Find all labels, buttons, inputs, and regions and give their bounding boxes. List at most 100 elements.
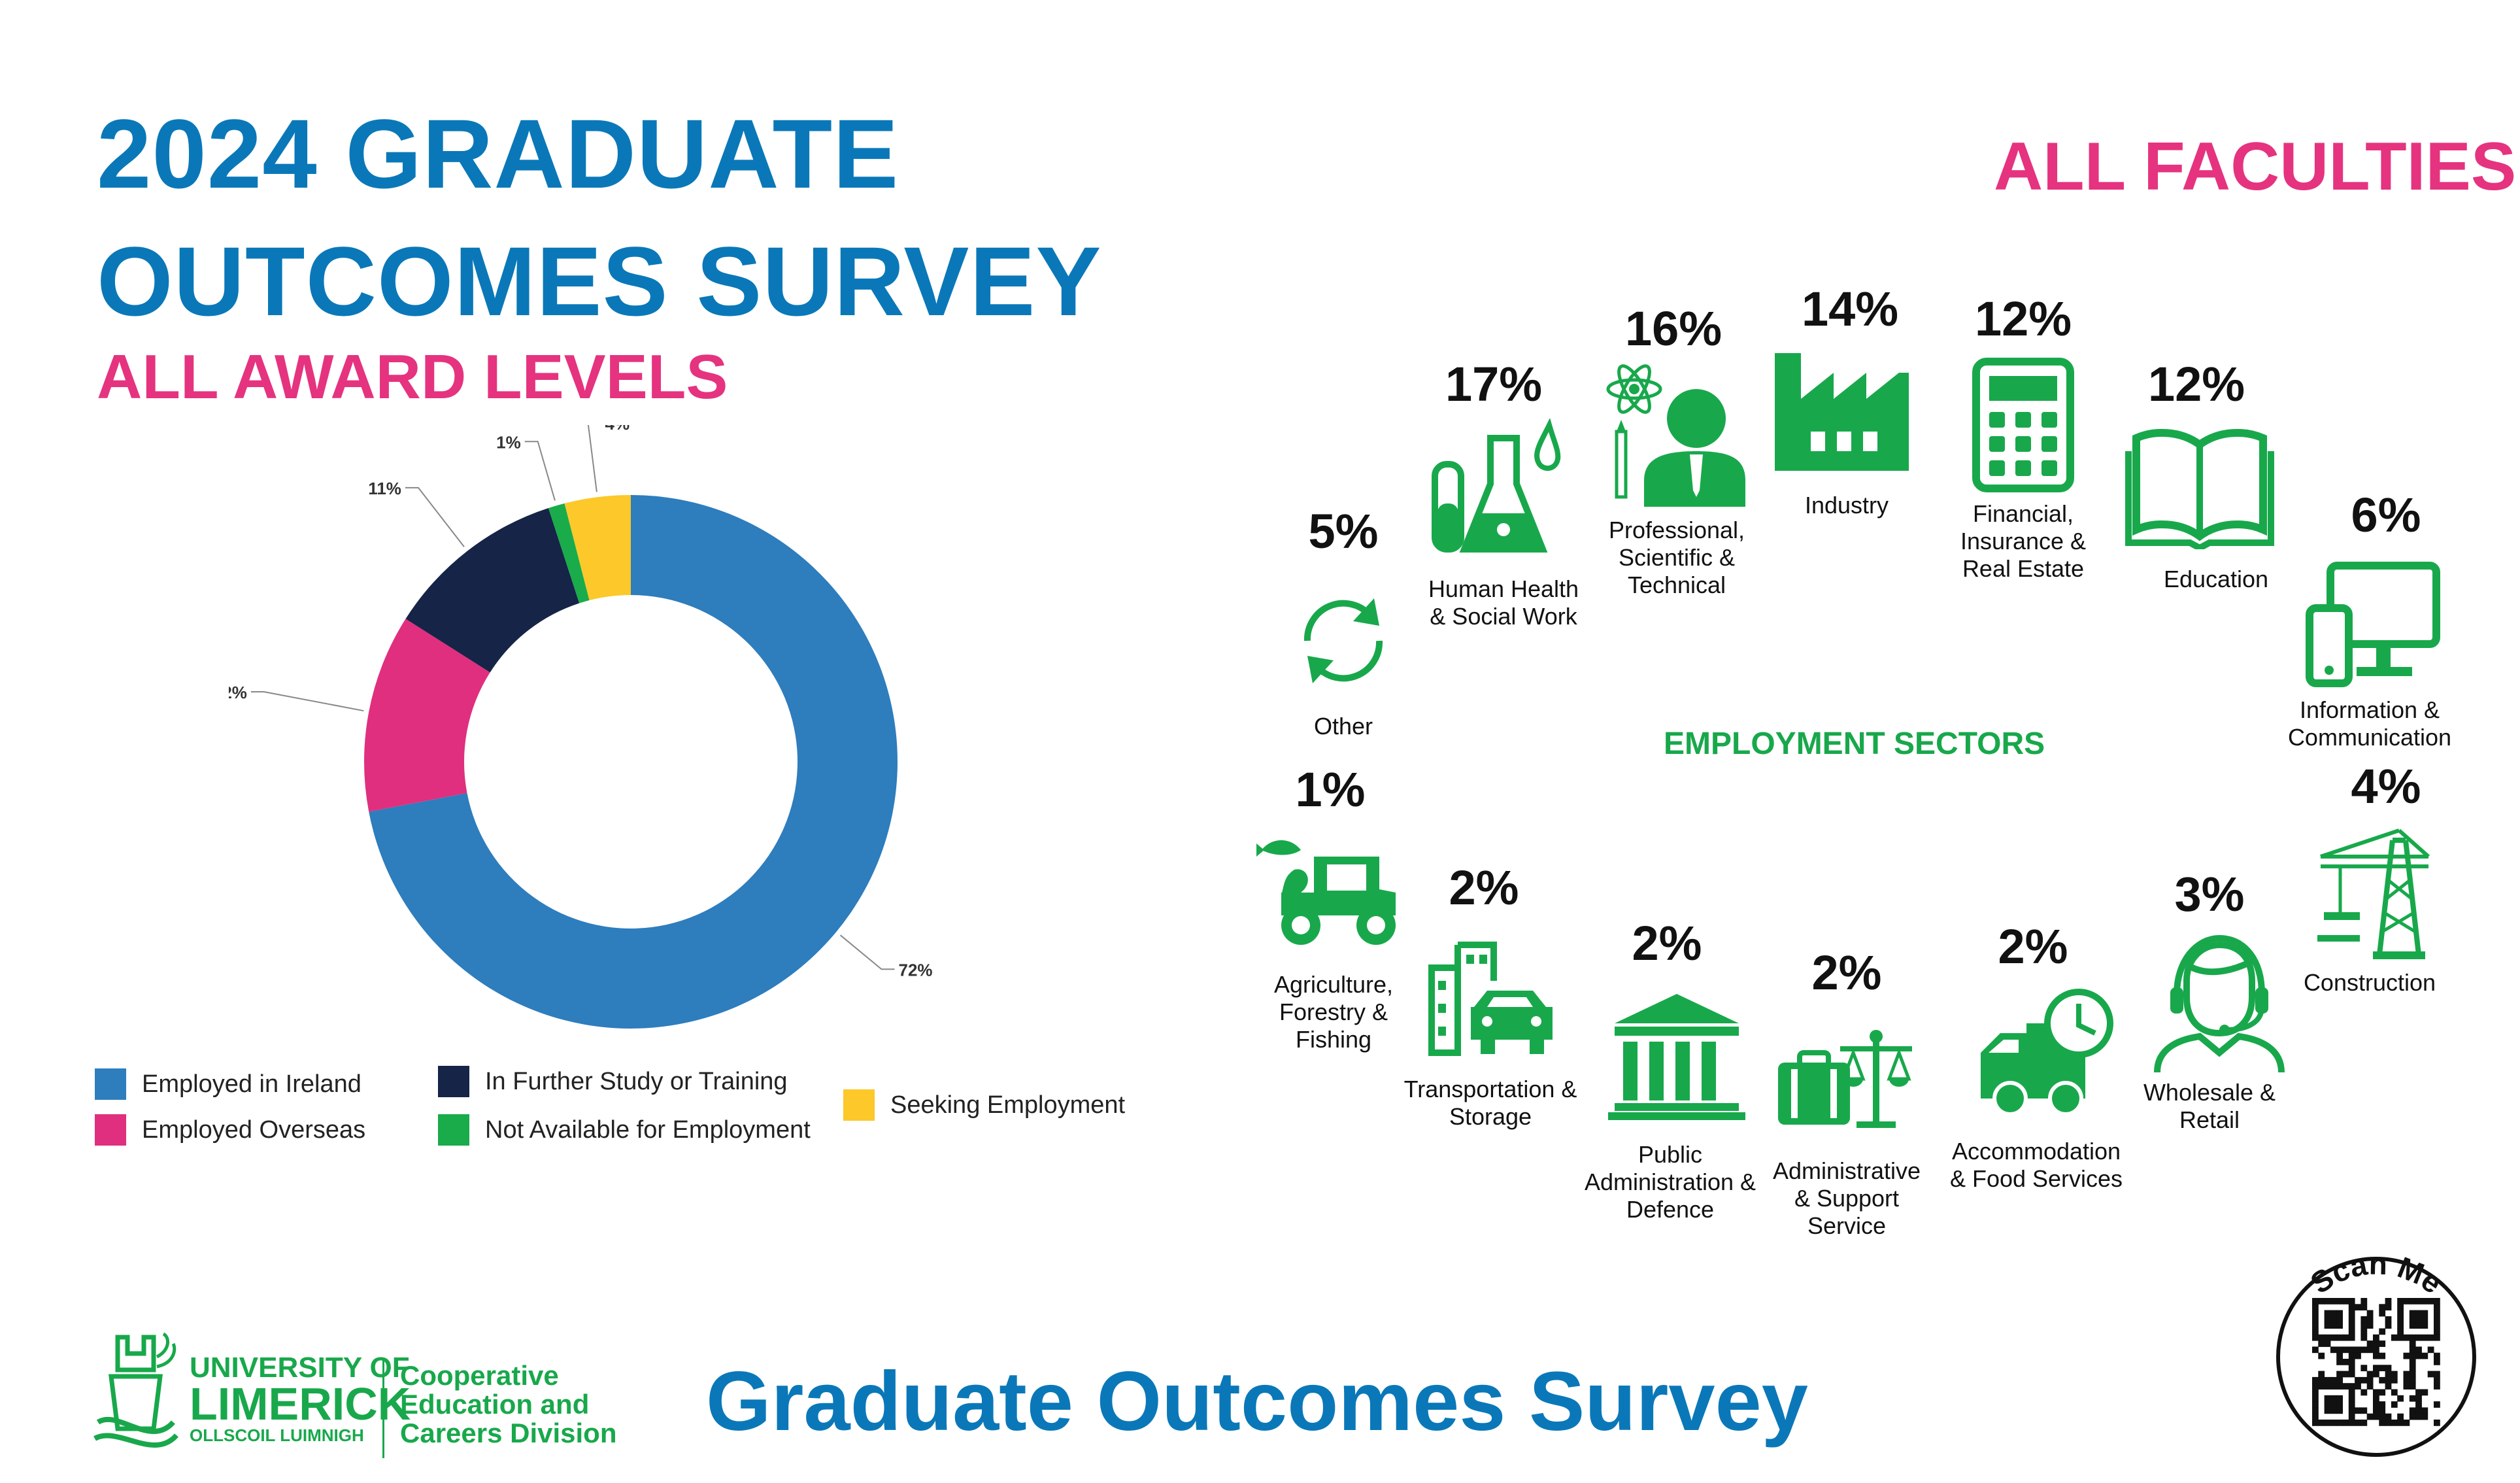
qr-module [2336, 1420, 2343, 1426]
qr-module [2342, 1371, 2349, 1378]
division-line-3: Careers Division [400, 1418, 617, 1448]
qr-module [2336, 1352, 2343, 1359]
qr-module [2355, 1352, 2361, 1359]
qr-module [2336, 1383, 2343, 1389]
qr-module [2379, 1310, 2386, 1317]
legend-seeking-employment: Seeking Employment [843, 1089, 1125, 1121]
sector-label-transportation: Transportation & Storage [1383, 1076, 1598, 1131]
crane-icon [2317, 828, 2430, 959]
qr-module [2403, 1376, 2410, 1384]
qr-module [2373, 1371, 2379, 1378]
qr-module [2366, 1346, 2374, 1354]
qr-module [2409, 1359, 2416, 1365]
qr-module [2348, 1328, 2355, 1335]
qr-module [2318, 1340, 2325, 1347]
qr-module [2409, 1376, 2416, 1384]
qr-module [2391, 1376, 2398, 1384]
legend-label: Not Available for Employment [485, 1116, 811, 1144]
qr-module [2360, 1304, 2368, 1311]
qr-module [2434, 1334, 2440, 1341]
qr-module [2312, 1413, 2319, 1420]
qr-module [2397, 1420, 2404, 1426]
university-name: UNIVERSITY OF LIMERICK OLLSCOIL LUIMNIGH [190, 1354, 411, 1446]
qr-module [2348, 1334, 2355, 1341]
qr-module [2336, 1298, 2343, 1304]
division-line-1: Cooperative [400, 1360, 559, 1391]
calculator-icon [1972, 358, 2074, 492]
legend-swatch [95, 1114, 126, 1146]
label-line: Administrative [1772, 1157, 1921, 1184]
qr-module [2330, 1316, 2337, 1323]
qr-module [2348, 1365, 2355, 1372]
sector-pct-wholesale: 3% [2174, 867, 2245, 921]
slice-label-0: 72% [899, 960, 933, 980]
qr-module [2434, 1304, 2440, 1311]
qr-module [2403, 1352, 2410, 1359]
qr-module [2403, 1298, 2410, 1304]
qr-module [2348, 1420, 2355, 1426]
qr-module [2318, 1298, 2325, 1304]
qr-code-badge[interactable]: Scan Me [2259, 1229, 2494, 1465]
qr-module [2318, 1420, 2325, 1426]
sector-pct-information: 6% [2351, 488, 2421, 542]
slice-label-1: 12% [229, 683, 247, 702]
leader-line-1 [250, 690, 364, 712]
qr-module [2360, 1316, 2368, 1323]
book-icon [2125, 429, 2274, 549]
sector-pct-education: 12% [2147, 357, 2245, 411]
qr-module [2324, 1316, 2331, 1323]
label-line: Technical [1627, 571, 1726, 598]
label-line: Communication [2287, 724, 2452, 751]
label-line: Defence [1626, 1196, 1715, 1223]
label-line: Service [1807, 1212, 1887, 1239]
qr-module [2342, 1383, 2349, 1389]
qr-module [2397, 1328, 2404, 1335]
qr-module [2312, 1334, 2319, 1341]
leader-line-3 [524, 441, 556, 501]
sector-label-wholesale: Wholesale & Retail [2102, 1079, 2317, 1134]
qr-module [2330, 1383, 2337, 1389]
qr-module [2330, 1322, 2337, 1329]
refresh-icon [1303, 598, 1383, 683]
qr-module [2312, 1346, 2319, 1354]
qr-module [2373, 1407, 2379, 1414]
qr-module [2360, 1322, 2368, 1329]
qr-module [2379, 1389, 2386, 1396]
legend-label: Employed in Ireland [142, 1070, 361, 1098]
qr-module [2421, 1322, 2428, 1329]
label-line: Storage [1449, 1103, 1532, 1130]
qr-module [2348, 1359, 2355, 1365]
sector-pct-industry: 14% [1801, 282, 1899, 336]
qr-module [2324, 1340, 2331, 1347]
title-line-1: 2024 GRADUATE [97, 99, 899, 209]
qr-module [2415, 1407, 2422, 1414]
qr-module [2434, 1359, 2440, 1365]
donut-slice-3 [548, 503, 590, 604]
qr-module [2348, 1298, 2355, 1304]
qr-module [2366, 1340, 2374, 1347]
label-line: Public [1638, 1141, 1703, 1168]
qr-module [2415, 1298, 2422, 1304]
qr-module [2360, 1376, 2368, 1384]
qr-module [2415, 1401, 2422, 1408]
qr-module [2324, 1407, 2331, 1414]
qr-module [2421, 1407, 2428, 1414]
qr-module [2409, 1310, 2416, 1317]
qr-module [2330, 1334, 2337, 1341]
qr-module [2348, 1310, 2355, 1317]
legend-employed-ireland: Employed in Ireland [95, 1068, 361, 1100]
qr-module [2373, 1352, 2379, 1359]
qr-module [2415, 1310, 2422, 1317]
qr-module [2348, 1304, 2355, 1311]
qr-module [2366, 1376, 2374, 1384]
qr-module [2360, 1365, 2368, 1372]
employment-sectors-heading: EMPLOYMENT SECTORS [1664, 726, 2045, 761]
qr-module [2348, 1352, 2355, 1359]
qr-module [2348, 1389, 2355, 1396]
label-line: Wholesale & [2143, 1079, 2276, 1106]
qr-module [2415, 1395, 2422, 1402]
sector-pct-financial: 12% [1974, 292, 2072, 346]
qr-module [2373, 1413, 2379, 1420]
label-line: Scientific & [1618, 544, 1736, 571]
qr-module [2415, 1334, 2422, 1341]
